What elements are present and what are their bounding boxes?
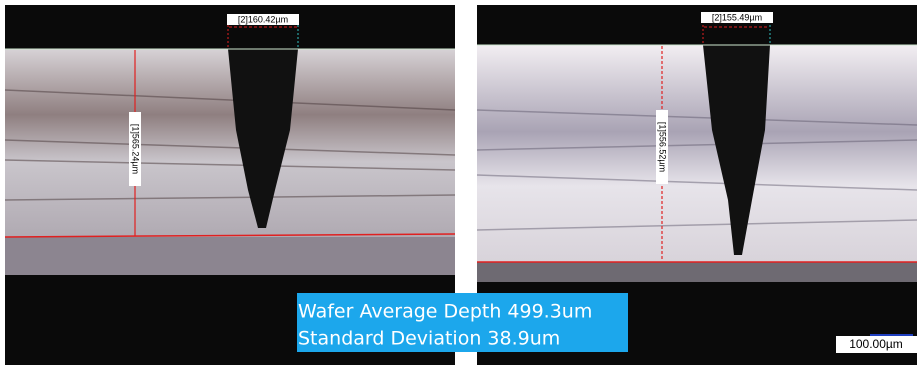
annotation-line: Standard Deviation 38.9um xyxy=(298,328,560,350)
lower-layer xyxy=(5,237,455,275)
figure: [2]160.42µm [1]565.24µm [2]155.49µm [1]5… xyxy=(0,0,917,365)
lower-layer xyxy=(477,262,917,282)
cross-section xyxy=(477,45,917,262)
scale-label: 100.00µm xyxy=(849,337,903,351)
width-label: [2]160.42µm xyxy=(238,14,288,24)
annotation-line: Wafer Average Depth 499.3um xyxy=(298,301,592,323)
annotation: Wafer Average Depth 499.3um Standard Dev… xyxy=(297,293,628,352)
depth-label: [1]565.24µm xyxy=(131,124,141,174)
width-label: [2]155.49µm xyxy=(712,12,762,22)
depth-label: [1]556.52µm xyxy=(658,122,668,172)
